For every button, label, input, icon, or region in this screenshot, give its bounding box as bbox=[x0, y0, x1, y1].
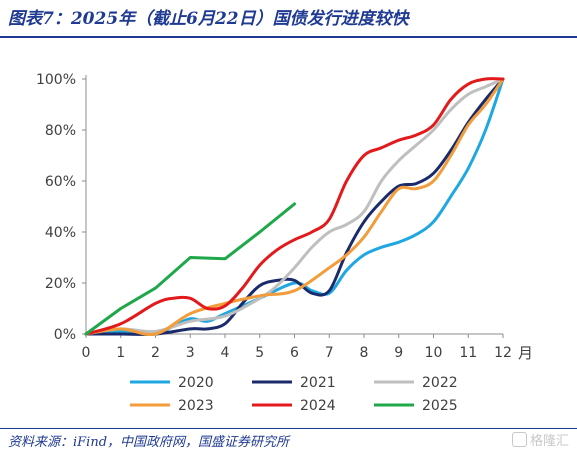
legend-label-2024: 2024 bbox=[300, 398, 336, 414]
x-tick-label: 6 bbox=[290, 345, 299, 361]
y-tick-label: 0% bbox=[54, 327, 76, 343]
watermark-logo-icon bbox=[511, 432, 527, 447]
x-tick-label: 0 bbox=[82, 345, 91, 361]
x-axis-label: 月 bbox=[518, 344, 533, 362]
series-line-2024 bbox=[84, 77, 505, 336]
legend-label-2023: 2023 bbox=[178, 398, 214, 414]
x-tick-label: 7 bbox=[325, 345, 334, 361]
x-tick-label: 8 bbox=[360, 345, 369, 361]
y-tick-label: 40% bbox=[45, 225, 76, 241]
chart-axes: 0%20%40%60%80%100%0 1 2 3 4 5 6 7 8 9 10 11 12 月 bbox=[36, 72, 533, 362]
series-line-2022 bbox=[84, 77, 505, 336]
x-tick-label: 5 bbox=[255, 345, 264, 361]
y-tick-label: 60% bbox=[45, 174, 76, 190]
watermark: 格隆汇 bbox=[511, 430, 569, 449]
source-note: 资料来源：iFind，中国政府网，国盛证券研究所 bbox=[8, 435, 290, 450]
x-tick-label: 11 bbox=[459, 345, 477, 361]
series-line-2021 bbox=[84, 77, 505, 336]
legend-label-2022: 2022 bbox=[422, 375, 458, 391]
x-tick-label: 12 bbox=[494, 345, 512, 361]
x-tick-label: 9 bbox=[394, 345, 403, 361]
chart-legend: 2020 2021 2022 2023 2024 2025 bbox=[130, 375, 458, 414]
y-tick-label: 80% bbox=[45, 123, 76, 139]
legend-label-2025: 2025 bbox=[422, 398, 458, 414]
watermark-text: 格隆汇 bbox=[529, 434, 569, 449]
chart-series bbox=[84, 77, 505, 337]
x-tick-label: 10 bbox=[425, 345, 443, 361]
legend-label-2021: 2021 bbox=[300, 375, 336, 391]
y-tick-label: 20% bbox=[45, 276, 76, 292]
figure-title: 图表7：2025年（截止6月22日）国债发行进度较快 bbox=[8, 9, 409, 29]
title-rule bbox=[0, 36, 577, 38]
x-tick-label: 4 bbox=[221, 345, 230, 361]
line-chart: 0%20%40%60%80%100%0 1 2 3 4 5 6 7 8 9 10 11 12 月 2020… bbox=[36, 72, 533, 414]
x-tick-label: 2 bbox=[151, 345, 160, 361]
y-tick-label: 100% bbox=[36, 72, 76, 88]
series-line-2025 bbox=[84, 202, 296, 336]
legend-label-2020: 2020 bbox=[178, 375, 214, 391]
x-tick-label: 3 bbox=[186, 345, 195, 361]
footer-rule bbox=[0, 428, 577, 429]
series-line-2023 bbox=[84, 77, 505, 337]
x-tick-label: 1 bbox=[116, 345, 125, 361]
